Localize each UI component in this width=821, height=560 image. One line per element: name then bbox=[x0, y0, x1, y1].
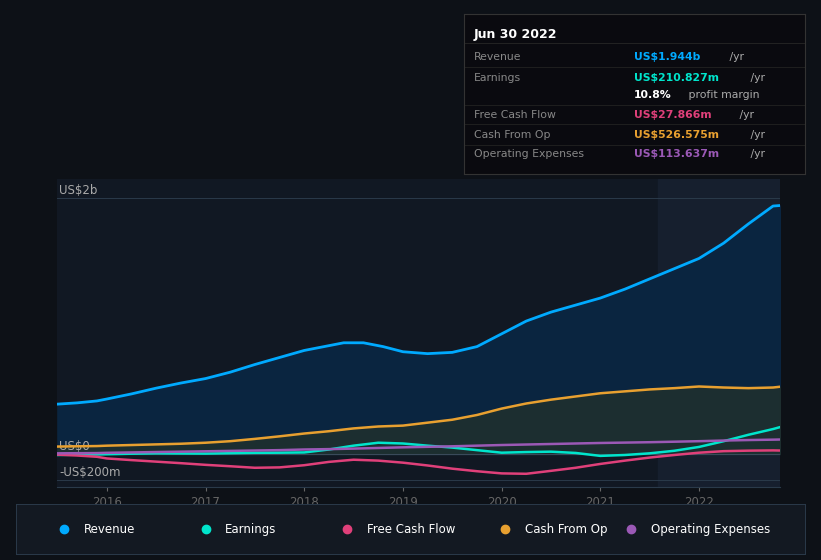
Text: Free Cash Flow: Free Cash Flow bbox=[367, 522, 456, 536]
Text: 10.8%: 10.8% bbox=[635, 90, 672, 100]
Text: US$210.827m: US$210.827m bbox=[635, 73, 719, 83]
Text: Cash From Op: Cash From Op bbox=[474, 130, 551, 141]
Text: Cash From Op: Cash From Op bbox=[525, 522, 608, 536]
Text: Free Cash Flow: Free Cash Flow bbox=[474, 110, 556, 119]
Text: /yr: /yr bbox=[727, 52, 744, 62]
Text: Revenue: Revenue bbox=[474, 52, 521, 62]
Text: /yr: /yr bbox=[746, 73, 764, 83]
Text: Operating Expenses: Operating Expenses bbox=[651, 522, 770, 536]
Text: Operating Expenses: Operating Expenses bbox=[474, 150, 584, 160]
Text: Jun 30 2022: Jun 30 2022 bbox=[474, 29, 557, 41]
Text: /yr: /yr bbox=[746, 150, 764, 160]
Text: Earnings: Earnings bbox=[225, 522, 277, 536]
Text: US$27.866m: US$27.866m bbox=[635, 110, 712, 119]
Text: US$526.575m: US$526.575m bbox=[635, 130, 719, 141]
Text: US$0: US$0 bbox=[59, 440, 90, 453]
Bar bbox=[658, 179, 780, 487]
Text: Revenue: Revenue bbox=[84, 522, 135, 536]
Text: US$113.637m: US$113.637m bbox=[635, 150, 719, 160]
Text: Earnings: Earnings bbox=[474, 73, 521, 83]
Text: -US$200m: -US$200m bbox=[59, 465, 121, 478]
Text: profit margin: profit margin bbox=[686, 90, 759, 100]
Text: US$1.944b: US$1.944b bbox=[635, 52, 700, 62]
Text: US$2b: US$2b bbox=[59, 184, 98, 197]
Text: /yr: /yr bbox=[746, 130, 764, 141]
Text: /yr: /yr bbox=[736, 110, 754, 119]
